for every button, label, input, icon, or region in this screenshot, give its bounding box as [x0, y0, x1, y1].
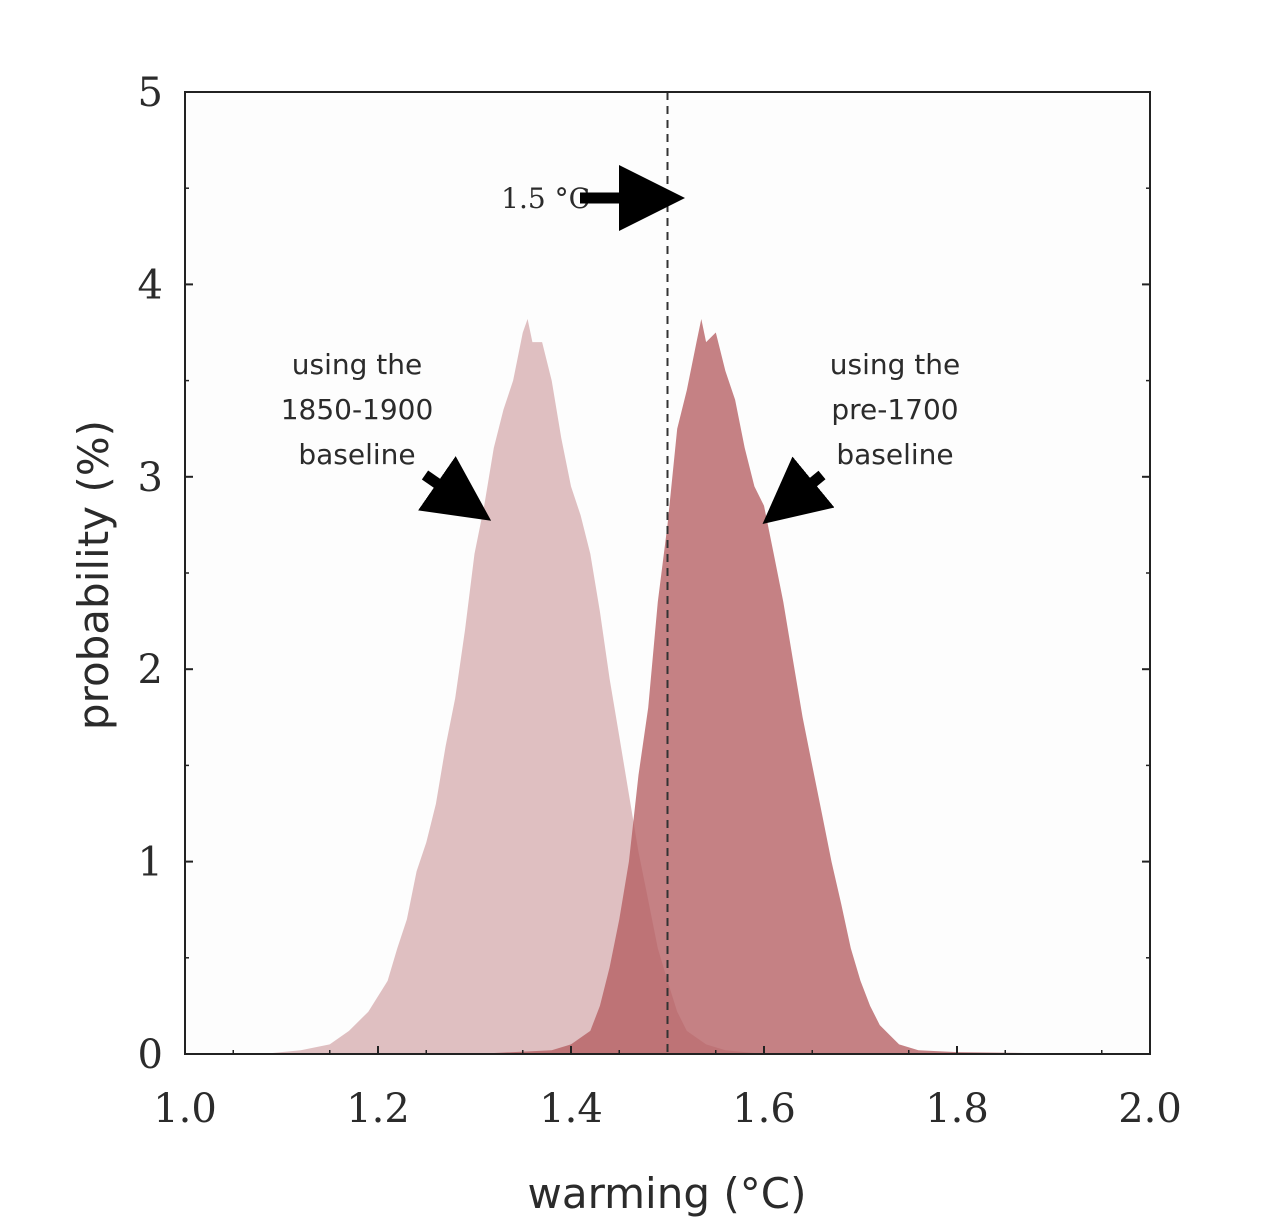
y-axis-ticks: 0 1 2 3 4 5 — [138, 70, 1150, 1078]
x-tick-label: 1.2 — [346, 1086, 410, 1132]
series-1-label-line-1: using the — [292, 348, 422, 381]
series-1-arrow — [418, 456, 492, 521]
y-tick-label: 0 — [138, 1032, 163, 1078]
series-1-annotation: using the 1850-1900 baseline — [281, 348, 492, 521]
y-tick-label: 4 — [138, 262, 163, 308]
series-2-annotation: using the pre-1700 baseline — [762, 348, 960, 524]
y-tick-label: 5 — [138, 70, 163, 116]
series-layer — [262, 319, 1102, 1054]
x-tick-label: 1.4 — [539, 1086, 603, 1132]
x-tick-label: 1.6 — [732, 1086, 796, 1132]
x-axis-title: warming (°C) — [528, 1169, 807, 1218]
y-tick-label: 1 — [138, 840, 163, 886]
x-axis-ticks: 1.0 1.2 1.4 1.6 1.8 2.0 — [153, 1046, 1182, 1132]
series-1-label-line-2: 1850-1900 — [281, 393, 434, 426]
series-2-label-line-2: pre-1700 — [831, 393, 958, 426]
x-tick-label: 1.8 — [925, 1086, 989, 1132]
reference-line-label: 1.5 °C — [501, 182, 590, 215]
x-tick-label: 2.0 — [1118, 1086, 1182, 1132]
series-2-label-line-1: using the — [830, 348, 960, 381]
y-tick-label: 2 — [138, 647, 163, 693]
series-2-arrow — [762, 456, 835, 524]
series-1-label-line-3: baseline — [298, 438, 415, 471]
x-tick-label: 1.0 — [153, 1086, 217, 1132]
y-axis-title: probability (%) — [69, 420, 118, 730]
series-2-label-line-3: baseline — [836, 438, 953, 471]
y-tick-label: 3 — [138, 455, 163, 501]
series-2-area — [474, 319, 1102, 1054]
